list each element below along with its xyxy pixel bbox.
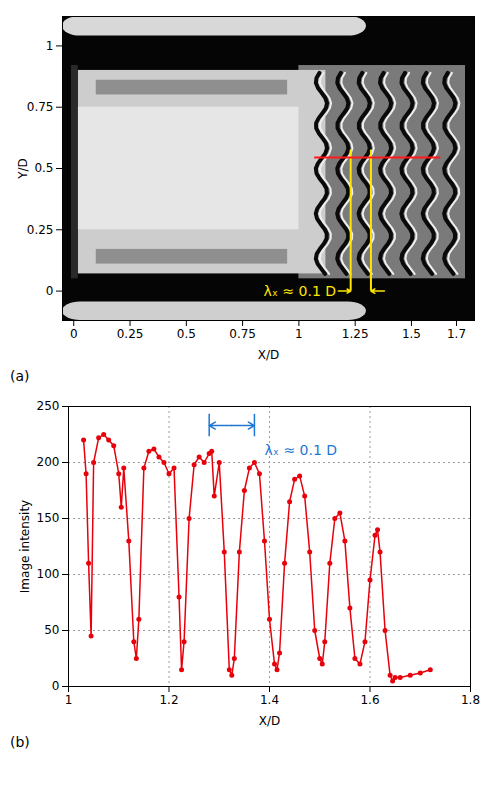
svg-text:1: 1 [46,39,54,53]
svg-text:1.5: 1.5 [402,327,421,341]
svg-text:0: 0 [46,284,54,298]
svg-text:0.25: 0.25 [117,327,144,341]
svg-text:1: 1 [295,327,303,341]
svg-text:0.5: 0.5 [177,327,196,341]
html-text:(b): (b) [10,734,30,750]
svg-text:Image intensity: Image intensity [18,500,32,593]
svg-text:λₓ ≈ 0.1 D: λₓ ≈ 0.1 D [264,442,337,458]
svg-text:X/D: X/D [258,348,280,362]
html-text:(a): (a) [10,368,30,384]
svg-text:200: 200 [37,455,60,469]
svg-text:1.7: 1.7 [447,327,466,341]
svg-text:1: 1 [65,693,73,707]
svg-text:0: 0 [52,679,60,693]
svg-text:1.6: 1.6 [360,693,379,707]
svg-text:250: 250 [37,399,60,413]
svg-text:X/D: X/D [259,714,281,728]
svg-text:0.75: 0.75 [27,100,54,114]
svg-text:100: 100 [37,567,60,581]
svg-text:1.4: 1.4 [260,693,279,707]
svg-text:0.5: 0.5 [34,161,53,175]
svg-text:1.25: 1.25 [342,327,369,341]
svg-text:1.8: 1.8 [461,693,480,707]
svg-text:λₓ ≈ 0.1 D: λₓ ≈ 0.1 D [263,283,336,299]
svg-text:50: 50 [44,623,59,637]
svg-text:0.25: 0.25 [27,223,54,237]
svg-text:1.2: 1.2 [159,693,178,707]
svg-text:150: 150 [37,511,60,525]
svg-text:Y/D: Y/D [16,158,30,180]
svg-text:0: 0 [70,327,78,341]
svg-text:0.75: 0.75 [229,327,256,341]
